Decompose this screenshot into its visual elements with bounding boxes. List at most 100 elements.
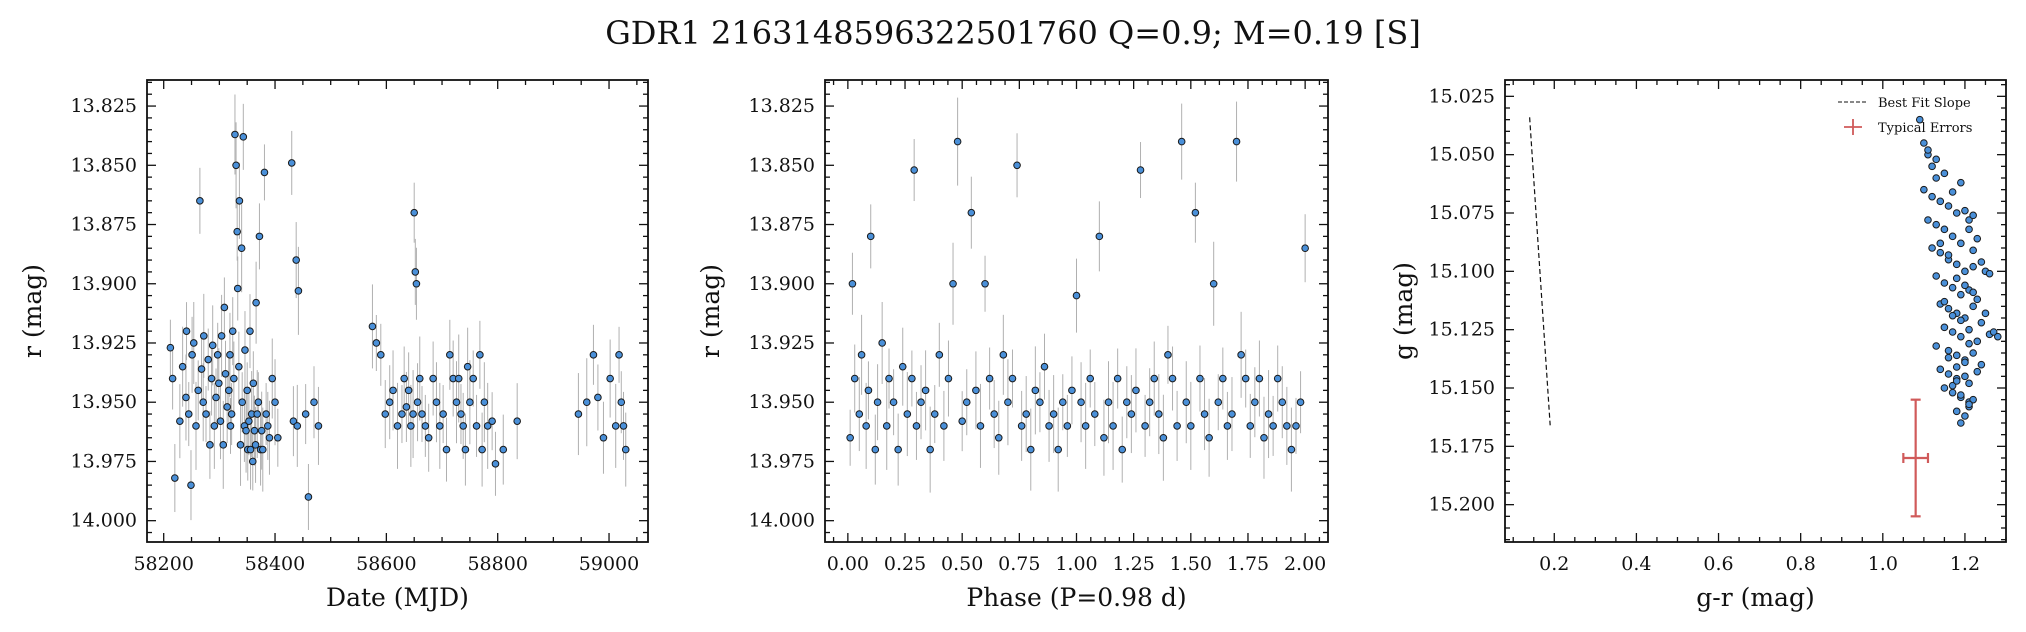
data-point (1961, 267, 1969, 276)
data-point (182, 327, 191, 335)
data-point (252, 298, 260, 307)
data-point (432, 398, 441, 407)
data-point (197, 365, 206, 373)
data-point (294, 287, 303, 295)
data-point (226, 422, 235, 430)
data-point (898, 362, 907, 371)
data-point (413, 398, 422, 407)
error-bars (169, 94, 627, 530)
data-point (463, 362, 472, 371)
data-point (189, 339, 198, 347)
data-point (1155, 410, 1163, 418)
data-point (1168, 374, 1177, 383)
data-point (1072, 291, 1081, 300)
data-point (1957, 316, 1965, 325)
x-tick-label: 0.4 (1621, 553, 1651, 575)
x-axis-label: Date (MJD) (326, 583, 469, 612)
data-point (1081, 422, 1090, 430)
data-point (926, 445, 934, 454)
data-point (237, 244, 246, 253)
y-axis-label: r (mag) (696, 264, 725, 358)
data-point (1944, 346, 1953, 355)
data-point (1924, 216, 1932, 224)
data-point (1269, 422, 1277, 430)
data-point (1936, 365, 1945, 374)
data-point (1973, 367, 1982, 376)
data-point (1969, 262, 1977, 271)
data-point (260, 168, 269, 177)
data-point (225, 386, 233, 395)
axes-frame (1504, 79, 2007, 543)
data-point (1241, 374, 1250, 383)
data-point (1136, 166, 1145, 174)
data-point (166, 343, 175, 352)
data-point (1292, 422, 1300, 430)
data-point (930, 410, 939, 418)
data-point (228, 327, 237, 335)
data-point (232, 161, 240, 170)
data-point (194, 386, 203, 395)
data-points (846, 137, 1309, 454)
data-point (1058, 398, 1067, 407)
data-point (1932, 220, 1940, 229)
data-point (398, 410, 406, 418)
data-point (389, 386, 397, 395)
data-point (446, 351, 454, 359)
data-point (999, 351, 1008, 359)
data-point (242, 426, 250, 435)
data-point (469, 374, 478, 383)
data-point (1957, 178, 1965, 187)
figure-title: GDR1 2163148596322501760 Q=0.9; M=0.19 [… (605, 14, 1421, 52)
x-tick-label: 1.75 (1227, 553, 1269, 575)
y-tick-label: 13.975 (71, 450, 137, 472)
data-point (377, 351, 385, 359)
data-point (594, 393, 602, 402)
data-point (990, 410, 998, 418)
data-point (1123, 398, 1131, 407)
data-point (289, 417, 298, 425)
data-point (1301, 244, 1309, 253)
data-point (1957, 290, 1965, 299)
data-point (187, 481, 195, 489)
data-point (1948, 311, 1957, 320)
data-point (238, 398, 246, 407)
data-point (182, 393, 190, 402)
x-tick-label: 0.6 (1703, 553, 1733, 575)
data-point (1036, 398, 1044, 407)
x-tick-label: 1.0 (1868, 553, 1898, 575)
data-point (262, 410, 270, 418)
data-point (241, 346, 249, 354)
data-point (1952, 407, 1961, 416)
data-point (1940, 384, 1949, 392)
data-point (1928, 244, 1936, 252)
data-point (1944, 304, 1953, 313)
data-point (310, 398, 318, 407)
data-point (1965, 325, 1973, 334)
data-point (1944, 202, 1953, 210)
data-point (1246, 422, 1255, 430)
data-point (1205, 433, 1213, 442)
y-tick-label: 13.975 (749, 450, 815, 472)
data-point (227, 410, 236, 418)
legend-entry-best-fit: Best Fit Slope (1878, 96, 1971, 111)
data-point (196, 197, 204, 205)
data-point (212, 393, 220, 402)
data-point (621, 445, 630, 454)
data-point (1214, 398, 1223, 407)
y-tick-label: 15.175 (1429, 435, 1495, 457)
y-tick-label: 13.950 (71, 391, 137, 413)
data-point (1936, 239, 1945, 248)
data-point (287, 159, 296, 167)
data-point (1940, 169, 1949, 178)
data-point (882, 422, 891, 430)
y-tick-label: 13.850 (71, 154, 137, 176)
data-point (402, 403, 411, 411)
data-point (253, 410, 262, 418)
data-point (429, 374, 437, 383)
data-point (615, 351, 623, 359)
data-point (1969, 395, 1977, 404)
data-point (235, 197, 244, 205)
data-point (1287, 445, 1296, 454)
data-point (226, 351, 234, 359)
data-point (421, 422, 430, 430)
